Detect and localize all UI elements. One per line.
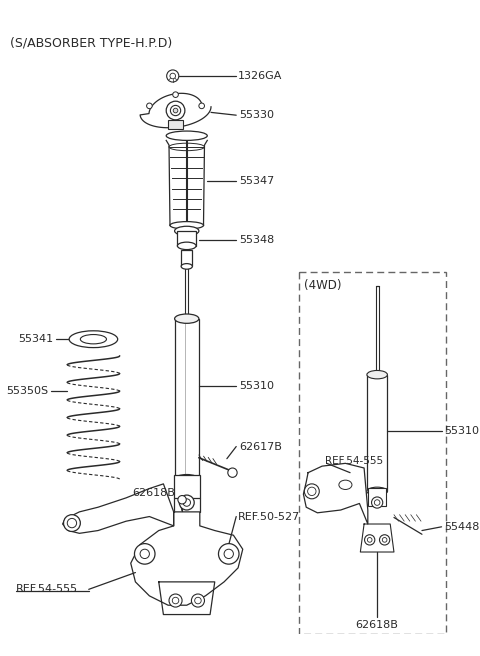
Text: 55350S: 55350S (6, 386, 48, 396)
Circle shape (167, 70, 179, 82)
Polygon shape (62, 484, 174, 533)
Text: (4WD): (4WD) (304, 279, 342, 291)
Ellipse shape (367, 371, 387, 379)
Circle shape (146, 103, 152, 109)
Text: (S/ABSORBER TYPE-H.P.D): (S/ABSORBER TYPE-H.P.D) (11, 37, 173, 50)
Text: 55448: 55448 (444, 522, 480, 532)
Bar (299, 272, 446, 634)
Circle shape (372, 497, 383, 508)
Circle shape (199, 103, 204, 109)
Circle shape (173, 108, 178, 113)
Polygon shape (360, 524, 394, 552)
Text: 55348: 55348 (239, 236, 274, 245)
Ellipse shape (339, 480, 352, 489)
Text: 62617B: 62617B (239, 441, 282, 451)
Ellipse shape (367, 487, 387, 495)
Bar (178, 231, 196, 246)
Circle shape (228, 468, 237, 478)
Polygon shape (159, 582, 215, 615)
Text: 55330: 55330 (239, 110, 274, 120)
Text: REF.54-555: REF.54-555 (325, 457, 383, 466)
Text: 62618B: 62618B (356, 620, 398, 630)
Ellipse shape (181, 264, 192, 269)
Ellipse shape (175, 474, 199, 484)
Bar (168, 120, 183, 129)
Circle shape (178, 495, 186, 504)
Text: 1326GA: 1326GA (238, 71, 282, 81)
Circle shape (192, 594, 204, 607)
Ellipse shape (170, 222, 204, 229)
Bar (174, 474, 200, 498)
Bar (181, 249, 192, 266)
Text: REF.54-555: REF.54-555 (16, 584, 78, 594)
Text: 55310: 55310 (444, 426, 480, 436)
Ellipse shape (67, 518, 77, 527)
Ellipse shape (166, 131, 207, 140)
Circle shape (173, 92, 179, 98)
Circle shape (166, 101, 185, 120)
Circle shape (170, 106, 180, 115)
Ellipse shape (218, 544, 239, 564)
Bar (368, 487, 386, 506)
Text: 55310: 55310 (239, 381, 274, 391)
Circle shape (169, 594, 182, 607)
Ellipse shape (63, 515, 80, 531)
Polygon shape (303, 463, 368, 524)
Text: 55347: 55347 (239, 176, 274, 186)
Ellipse shape (304, 484, 319, 499)
Circle shape (380, 535, 390, 545)
Polygon shape (140, 93, 211, 128)
Text: 55341: 55341 (18, 334, 53, 344)
Ellipse shape (69, 331, 118, 348)
Text: REF.50-527: REF.50-527 (238, 512, 300, 522)
Text: 62618B: 62618B (132, 488, 176, 498)
Circle shape (170, 73, 176, 79)
Ellipse shape (175, 314, 199, 323)
Polygon shape (131, 512, 243, 605)
Ellipse shape (134, 544, 155, 564)
Bar (367, 375, 387, 491)
Circle shape (364, 535, 375, 545)
Ellipse shape (80, 335, 107, 344)
Bar (175, 319, 199, 479)
Ellipse shape (175, 226, 199, 236)
Ellipse shape (178, 242, 196, 249)
Circle shape (179, 495, 194, 510)
